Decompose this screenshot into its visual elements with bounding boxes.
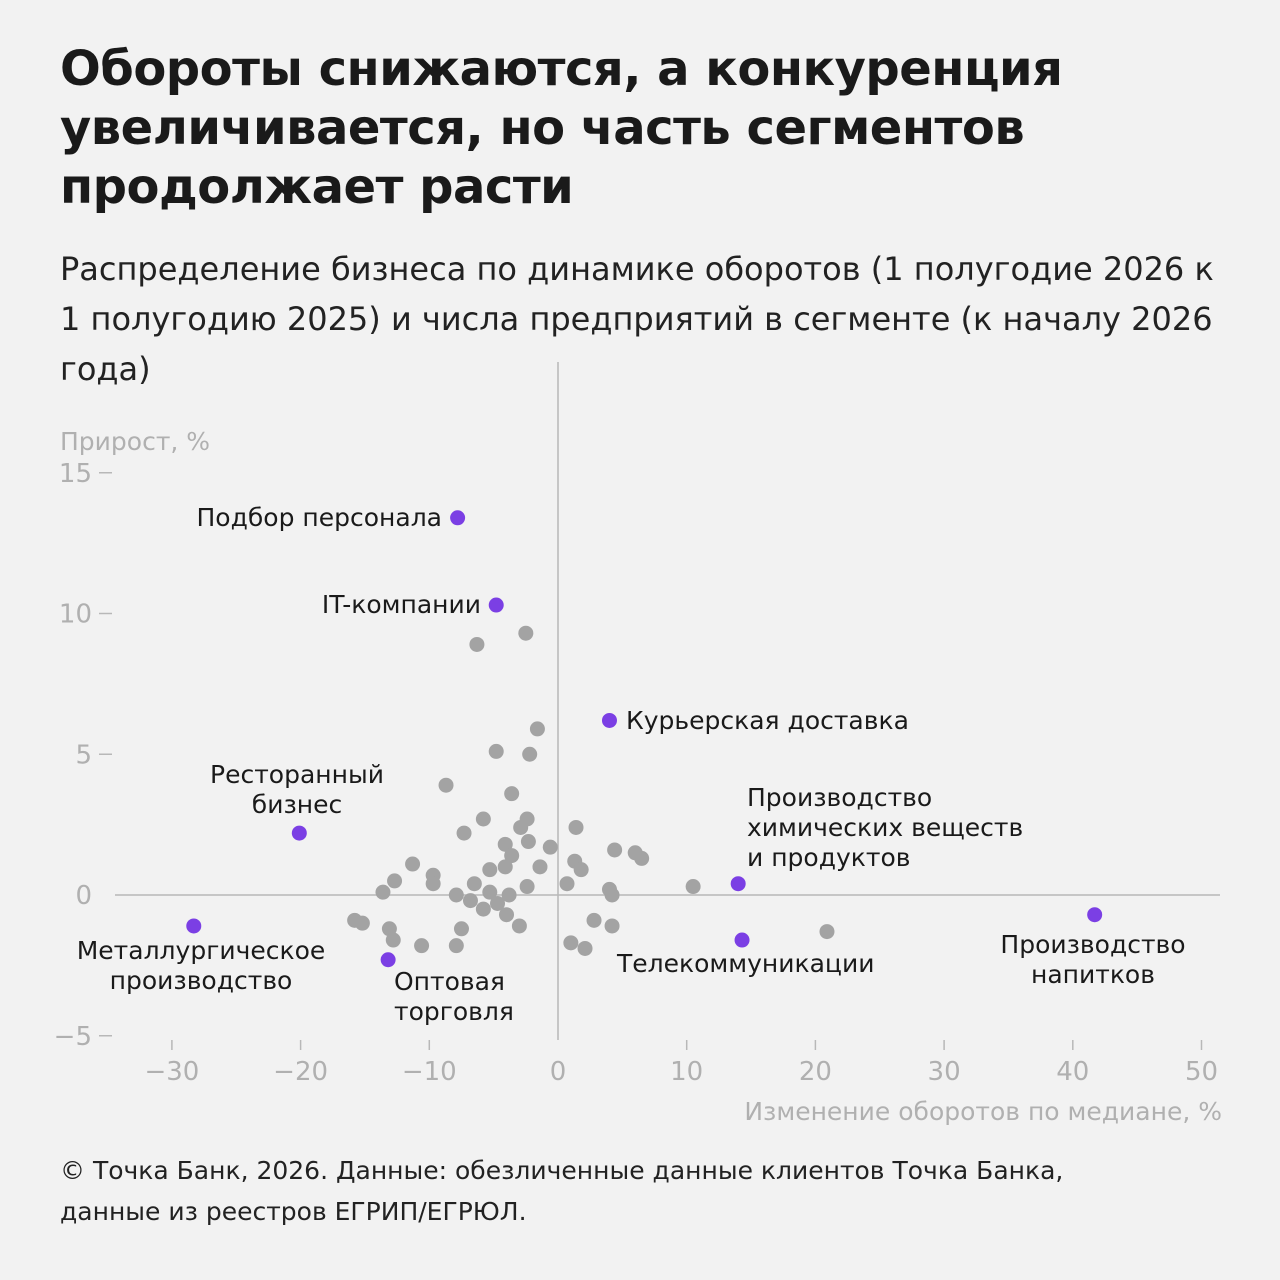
data-point xyxy=(475,811,491,827)
footer-line-1: © Точка Банк, 2026. Данные: обезличенные… xyxy=(60,1156,1064,1185)
highlighted-point xyxy=(186,918,202,934)
data-point xyxy=(375,884,391,900)
data-point xyxy=(497,859,513,875)
point-label: Подбор персонала xyxy=(196,503,442,532)
data-point xyxy=(519,879,535,895)
x-tick-label: −30 xyxy=(144,1057,199,1087)
data-point xyxy=(466,876,482,892)
point-label: Оптовая торговля xyxy=(394,967,514,1026)
source-footer: © Точка Банк, 2026. Данные: обезличенные… xyxy=(60,1150,1230,1232)
data-point xyxy=(448,938,464,954)
data-point xyxy=(482,884,498,900)
x-tick-label: 40 xyxy=(1056,1057,1089,1087)
highlighted-point xyxy=(380,952,396,968)
data-point xyxy=(387,873,403,889)
data-point xyxy=(453,921,469,937)
x-axis-title: Изменение оборотов по медиане, % xyxy=(744,1097,1222,1126)
data-point xyxy=(381,921,397,937)
data-point xyxy=(456,825,472,841)
data-point xyxy=(504,848,520,864)
data-point xyxy=(385,932,401,948)
point-label: Ресторанный бизнес xyxy=(210,760,384,819)
data-point xyxy=(577,940,593,956)
x-tick-label: 10 xyxy=(670,1057,703,1087)
data-point xyxy=(438,777,454,793)
x-tick-label: 0 xyxy=(550,1057,567,1087)
x-tick-label: 50 xyxy=(1185,1057,1218,1087)
data-point xyxy=(604,918,620,934)
point-label: Производство напитков xyxy=(1000,930,1185,989)
data-point xyxy=(501,887,517,903)
footer-line-2: данные из реестров ЕГРИП/ЕГРЮЛ. xyxy=(60,1197,527,1226)
data-point xyxy=(448,887,464,903)
data-point xyxy=(586,912,602,928)
data-point xyxy=(542,839,558,855)
chart-title: Обороты снижаются, а конкуренция увеличи… xyxy=(60,41,1063,215)
y-tick-label: −5 xyxy=(54,1022,92,1052)
highlighted-point xyxy=(734,932,750,948)
x-tick-label: 30 xyxy=(928,1057,961,1087)
data-point xyxy=(497,836,513,852)
data-point xyxy=(354,915,370,931)
data-point xyxy=(518,625,534,641)
data-point xyxy=(425,876,441,892)
y-tick-label: 0 xyxy=(75,881,92,911)
data-point xyxy=(819,924,835,940)
data-point xyxy=(607,842,623,858)
data-point xyxy=(568,819,584,835)
data-point xyxy=(488,743,504,759)
data-point xyxy=(511,918,527,934)
data-point xyxy=(685,879,701,895)
data-point xyxy=(529,721,545,737)
point-label: Телекоммуникации xyxy=(616,949,874,978)
data-point xyxy=(499,907,515,923)
data-point xyxy=(532,859,548,875)
data-point xyxy=(414,938,430,954)
y-tick-label: 5 xyxy=(75,740,92,770)
highlighted-point xyxy=(730,876,746,892)
highlighted-point xyxy=(1087,907,1103,923)
data-point xyxy=(475,901,491,917)
data-point xyxy=(604,887,620,903)
highlighted-point xyxy=(450,510,466,526)
data-point xyxy=(490,895,506,911)
data-point xyxy=(513,819,529,835)
point-label: Курьерская доставка xyxy=(626,706,909,735)
data-point xyxy=(504,786,520,802)
y-tick-label: 15 xyxy=(59,459,92,489)
highlighted-point xyxy=(291,825,307,841)
data-point xyxy=(634,850,650,866)
data-point xyxy=(573,862,589,878)
data-point xyxy=(520,834,536,850)
y-tick-label: 10 xyxy=(59,600,92,630)
x-tick-label: −10 xyxy=(402,1057,457,1087)
data-point xyxy=(522,746,538,762)
highlighted-point xyxy=(488,597,504,613)
y-axis-title: Прирост, % xyxy=(60,427,210,456)
point-label: Металлургическое производство xyxy=(77,936,326,995)
chart-subtitle: Распределение бизнеса по динамике оборот… xyxy=(60,250,1214,388)
point-label: Производство химических веществ и продукто… xyxy=(747,783,1023,872)
highlighted-point xyxy=(601,712,617,728)
data-point xyxy=(469,636,485,652)
x-tick-label: −20 xyxy=(273,1057,328,1087)
x-tick-label: 20 xyxy=(799,1057,832,1087)
data-point xyxy=(405,856,421,872)
point-label: IT-компании xyxy=(322,590,481,619)
data-point xyxy=(559,876,575,892)
data-point xyxy=(563,935,579,951)
data-point xyxy=(462,893,478,909)
data-point xyxy=(482,862,498,878)
